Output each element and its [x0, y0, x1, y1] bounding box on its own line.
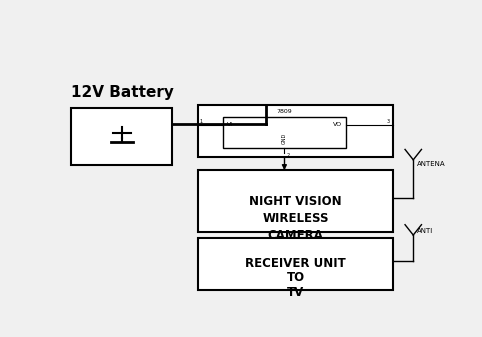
Bar — [199, 238, 393, 289]
Text: VI: VI — [227, 122, 233, 127]
Text: ANTI: ANTI — [417, 228, 433, 234]
Bar — [199, 170, 393, 233]
Bar — [71, 108, 173, 165]
Text: RECEIVER UNIT: RECEIVER UNIT — [245, 257, 346, 270]
Text: 7809: 7809 — [277, 110, 292, 114]
Text: GND: GND — [282, 133, 287, 145]
Text: 2: 2 — [286, 153, 289, 158]
Text: 1: 1 — [200, 119, 203, 124]
Text: ANTENA: ANTENA — [417, 161, 446, 167]
Text: CAMERA: CAMERA — [268, 228, 323, 242]
Text: TV: TV — [287, 286, 304, 299]
Bar — [199, 105, 393, 157]
Text: TO: TO — [286, 271, 305, 284]
Text: NIGHT VISION: NIGHT VISION — [249, 195, 342, 208]
Text: 3: 3 — [387, 119, 390, 124]
Text: VO: VO — [333, 122, 342, 127]
Text: WIRELESS: WIRELESS — [262, 212, 329, 225]
Bar — [223, 117, 346, 148]
Text: 12V Battery: 12V Battery — [71, 85, 174, 100]
